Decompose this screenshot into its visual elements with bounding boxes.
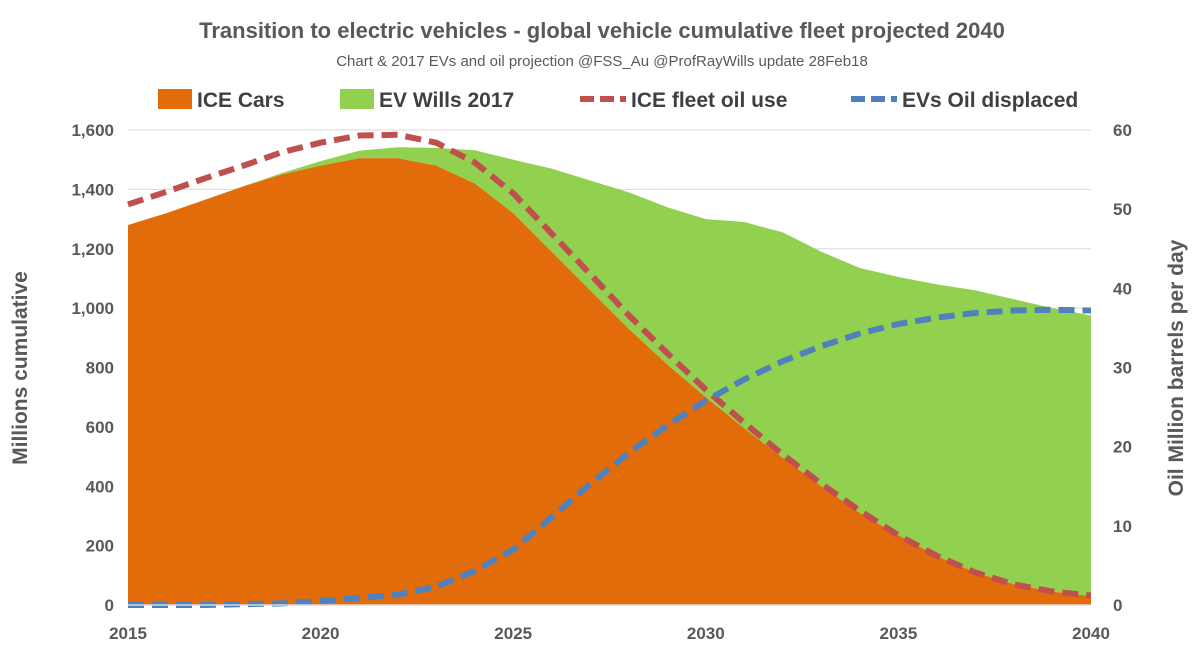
- chart-subtitle: Chart & 2017 EVs and oil projection @FSS…: [336, 53, 868, 70]
- x-tick-label: 2030: [687, 624, 725, 643]
- x-tick-label: 2035: [879, 624, 917, 643]
- x-tick-label: 2015: [109, 624, 147, 643]
- legend-ev-wills-2017-label: EV Wills 2017: [379, 89, 514, 112]
- legend: ICE Cars EV Wills 2017 ICE fleet oil use EV…: [158, 89, 1078, 112]
- y2-axis-title: Oil Million barrels per day: [1165, 239, 1188, 496]
- legend-ice-cars-swatch: [158, 89, 192, 109]
- y2-tick-label: 60: [1113, 121, 1132, 140]
- legend-ev-wills-2017-swatch: [340, 89, 374, 109]
- line-series: [127, 131, 1092, 608]
- y-tick-label: 800: [86, 359, 114, 378]
- area-ice-cars: [128, 158, 1091, 605]
- legend-ice-cars-label: ICE Cars: [197, 89, 285, 112]
- y-tick-label: 200: [86, 537, 114, 556]
- y-axis-title: Millions cumulative: [9, 271, 32, 465]
- line-evs-oil-displaced: [128, 306, 1092, 608]
- axes: 02004006008001,0001,2001,4001,6000102030…: [71, 121, 1131, 643]
- y2-tick-label: 0: [1113, 596, 1122, 615]
- y2-tick-label: 40: [1113, 279, 1132, 298]
- line-ice-fleet-oil-use: [127, 131, 1092, 599]
- y-tick-label: 0: [105, 596, 114, 615]
- y-tick-label: 1,600: [71, 121, 114, 140]
- chart-title: Transition to electric vehicles - global…: [199, 18, 1005, 43]
- y2-tick-label: 10: [1113, 517, 1132, 536]
- y-tick-label: 1,200: [71, 240, 114, 259]
- y2-tick-label: 20: [1113, 438, 1132, 457]
- x-tick-label: 2025: [494, 624, 532, 643]
- legend-ice-fleet-oil-use-label: ICE fleet oil use: [631, 89, 787, 112]
- area-series: [128, 147, 1091, 605]
- y2-tick-label: 50: [1113, 200, 1132, 219]
- y-tick-label: 600: [86, 418, 114, 437]
- area-ev-wills-2017: [128, 147, 1091, 597]
- y-tick-label: 1,000: [71, 299, 114, 318]
- legend-evs-oil-displaced-label: EVs Oil displaced: [902, 89, 1078, 112]
- y-tick-label: 400: [86, 477, 114, 496]
- y-tick-label: 1,400: [71, 180, 114, 199]
- y2-tick-label: 30: [1113, 359, 1132, 378]
- x-tick-label: 2040: [1072, 624, 1110, 643]
- x-tick-label: 2020: [302, 624, 340, 643]
